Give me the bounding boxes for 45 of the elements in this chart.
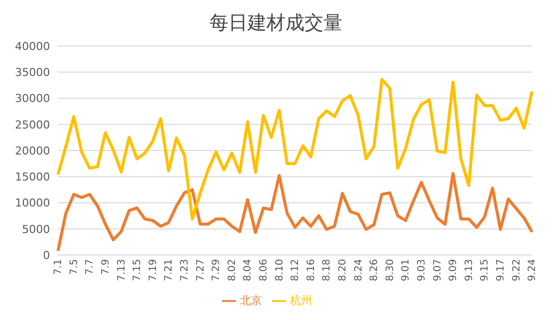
x-tick-label: 9.09 bbox=[448, 259, 460, 282]
line-series bbox=[56, 172, 534, 252]
y-tick-label: 30000 bbox=[15, 92, 50, 106]
y-tick-label: 35000 bbox=[15, 66, 50, 80]
x-tick-label: 9.15 bbox=[480, 259, 491, 282]
x-tick-label: 8.16 bbox=[306, 259, 317, 282]
x-tick-label: 8.12 bbox=[290, 259, 302, 282]
legend-label: 北京 bbox=[240, 294, 262, 307]
x-tick-label: 8.18 bbox=[322, 259, 333, 282]
x-tick-label: 8.10 bbox=[274, 259, 286, 282]
x-tick-label: 8.24 bbox=[353, 259, 364, 282]
y-tick-label: 20000 bbox=[15, 144, 50, 158]
y-tick-label: 25000 bbox=[15, 118, 50, 132]
y-tick-label: 15000 bbox=[15, 170, 50, 184]
x-tick-label: 7.5 bbox=[68, 259, 80, 275]
x-tick-label: 8.02 bbox=[226, 259, 238, 282]
x-tick-label: 8.26 bbox=[369, 259, 380, 282]
chart-title: 每日建材成交量 bbox=[208, 11, 344, 36]
x-tick-label: 7.1 bbox=[53, 259, 64, 275]
x-tick-label: 8.20 bbox=[338, 259, 348, 282]
y-tick-label: 10000 bbox=[15, 196, 50, 210]
line-series bbox=[56, 78, 534, 220]
x-tick-label: 7.13 bbox=[116, 259, 128, 282]
x-tick-label: 7.27 bbox=[195, 259, 206, 282]
x-tick-label: 9.01 bbox=[400, 259, 412, 282]
y-tick-label: 40000 bbox=[15, 40, 50, 53]
x-tick-label: 9.13 bbox=[464, 259, 475, 282]
x-tick-label: 9.17 bbox=[496, 259, 506, 282]
x-tick-label: 9.07 bbox=[432, 259, 444, 282]
x-tick-label: 7.21 bbox=[164, 259, 175, 282]
x-tick-label: 7.15 bbox=[132, 259, 144, 282]
x-tick-label: 7.7 bbox=[84, 259, 96, 275]
x-tick-label: 9.22 bbox=[511, 259, 522, 282]
x-tick-label: 7.29 bbox=[211, 259, 222, 282]
x-tick-label: 7.19 bbox=[148, 259, 159, 282]
x-tick-label: 7.9 bbox=[100, 259, 112, 275]
y-tick-label: 5000 bbox=[22, 222, 50, 236]
x-tick-label: 9.24 bbox=[527, 259, 538, 282]
y-tick-label: 0 bbox=[43, 248, 50, 262]
x-tick-label: 8.06 bbox=[258, 259, 270, 282]
x-tick-label: 8.30 bbox=[384, 259, 396, 282]
legend-label: 杭州 bbox=[290, 294, 312, 307]
x-tick-label: 9.03 bbox=[416, 259, 428, 282]
x-tick-label: 7.23 bbox=[180, 259, 190, 282]
x-tick-label: 8.04 bbox=[242, 259, 254, 282]
